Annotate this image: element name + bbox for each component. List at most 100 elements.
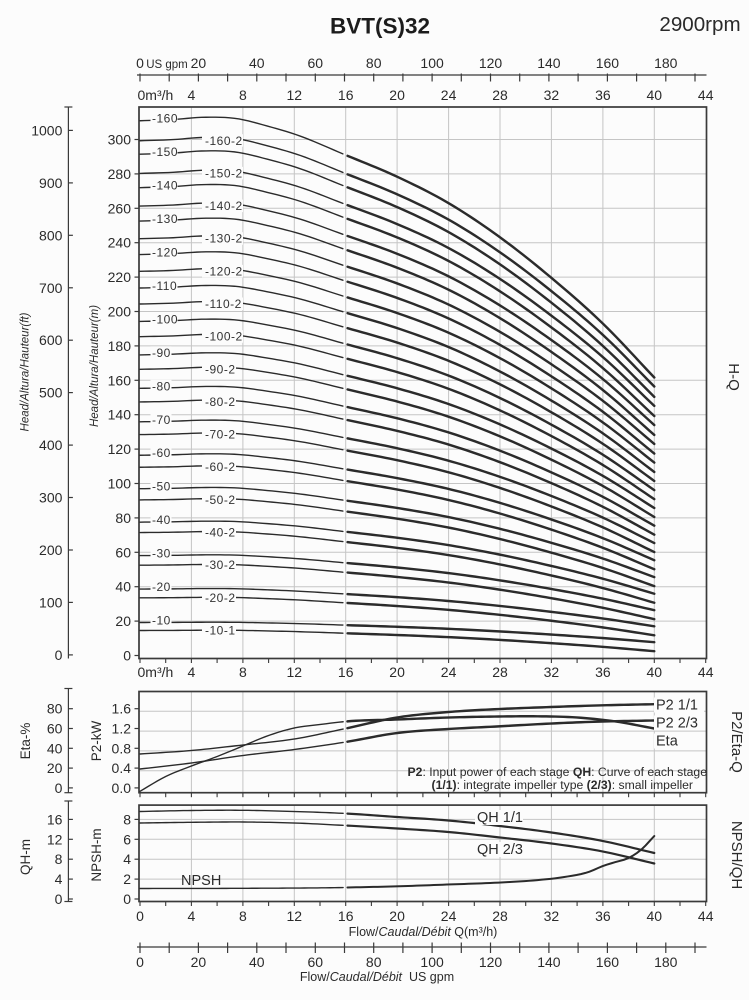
- svg-text:0: 0: [55, 647, 63, 663]
- svg-text:BVT(S)32: BVT(S)32: [330, 14, 430, 39]
- svg-text:0: 0: [123, 648, 131, 664]
- svg-text:1.6: 1.6: [112, 701, 132, 717]
- svg-text:60: 60: [308, 55, 324, 71]
- svg-text:44: 44: [698, 664, 714, 680]
- svg-text:100: 100: [39, 594, 63, 610]
- svg-text:140: 140: [537, 55, 561, 71]
- svg-text:32: 32: [544, 87, 560, 103]
- svg-text:28: 28: [492, 908, 508, 924]
- svg-text:160: 160: [596, 55, 620, 71]
- svg-text:40: 40: [47, 740, 63, 756]
- svg-text:20: 20: [191, 55, 207, 71]
- svg-text:-20: -20: [152, 580, 171, 594]
- svg-text:QH 1/1: QH 1/1: [477, 810, 523, 826]
- svg-text:20: 20: [389, 87, 405, 103]
- svg-text:280: 280: [108, 166, 132, 182]
- svg-text:-30: -30: [152, 547, 171, 561]
- svg-text:28: 28: [492, 87, 508, 103]
- svg-text:2900rpm: 2900rpm: [659, 13, 740, 36]
- svg-text:0: 0: [136, 954, 144, 970]
- svg-text:NPSH-m: NPSH-m: [89, 828, 104, 881]
- svg-text:100: 100: [108, 476, 132, 492]
- svg-text:36: 36: [595, 908, 611, 924]
- svg-text:P2 2/3: P2 2/3: [656, 716, 698, 732]
- svg-text:0: 0: [55, 780, 63, 796]
- svg-text:-120: -120: [152, 246, 178, 260]
- svg-text:H-Q: H-Q: [725, 363, 742, 391]
- svg-text:6: 6: [123, 831, 131, 847]
- svg-text:-80: -80: [152, 379, 171, 393]
- svg-text:-40-2: -40-2: [205, 526, 236, 540]
- svg-text:P2: Input power of each stage: P2: Input power of each stage QH: Curve …: [408, 765, 708, 779]
- svg-text:60: 60: [308, 954, 324, 970]
- svg-text:Head/Altura/Hauteur(m): Head/Altura/Hauteur(m): [89, 305, 101, 427]
- svg-text:-150: -150: [152, 145, 178, 159]
- svg-text:40: 40: [647, 908, 663, 924]
- svg-text:8: 8: [239, 664, 247, 680]
- svg-text:16: 16: [338, 87, 354, 103]
- svg-text:20: 20: [47, 760, 63, 776]
- svg-text:600: 600: [39, 332, 63, 348]
- svg-text:140: 140: [108, 407, 132, 423]
- svg-text:-100-2: -100-2: [205, 330, 243, 344]
- svg-text:4: 4: [188, 87, 196, 103]
- svg-text:300: 300: [108, 132, 132, 148]
- svg-text:40: 40: [115, 579, 131, 595]
- svg-text:0.4: 0.4: [112, 760, 132, 776]
- svg-text:180: 180: [108, 338, 132, 354]
- svg-text:36: 36: [595, 87, 611, 103]
- svg-text:8: 8: [239, 87, 247, 103]
- svg-text:4: 4: [188, 908, 196, 924]
- svg-text:-20-2: -20-2: [205, 591, 236, 605]
- svg-text:20: 20: [191, 954, 207, 970]
- svg-text:NPSH: NPSH: [181, 873, 221, 889]
- svg-text:-40: -40: [152, 513, 171, 527]
- svg-text:0.0: 0.0: [112, 780, 132, 796]
- svg-text:40: 40: [249, 55, 265, 71]
- svg-text:P2/Eta-Q: P2/Eta-Q: [728, 711, 745, 773]
- svg-text:-150-2: -150-2: [205, 166, 243, 180]
- svg-text:60: 60: [47, 721, 63, 737]
- svg-text:-110: -110: [152, 279, 177, 293]
- svg-text:80: 80: [366, 55, 382, 71]
- svg-text:32: 32: [544, 908, 560, 924]
- svg-text:28: 28: [492, 664, 508, 680]
- svg-text:200: 200: [108, 304, 132, 320]
- svg-text:8: 8: [123, 811, 131, 827]
- svg-text:80: 80: [366, 954, 382, 970]
- svg-text:80: 80: [115, 510, 131, 526]
- svg-text:Flow/Caudal/Débit Q(m³/h): Flow/Caudal/Débit Q(m³/h): [349, 925, 498, 939]
- svg-text:40: 40: [249, 954, 265, 970]
- svg-text:180: 180: [654, 55, 678, 71]
- svg-text:32: 32: [544, 664, 560, 680]
- svg-text:36: 36: [595, 664, 611, 680]
- svg-text:200: 200: [39, 542, 63, 558]
- svg-text:-90-2: -90-2: [205, 362, 236, 376]
- svg-text:NPSH/QH: NPSH/QH: [728, 821, 745, 889]
- svg-text:-130: -130: [152, 212, 178, 226]
- svg-text:-30-2: -30-2: [205, 558, 236, 572]
- svg-text:QH-m: QH-m: [18, 839, 33, 875]
- svg-text:16: 16: [338, 908, 354, 924]
- svg-text:0m³/h: 0m³/h: [138, 664, 174, 680]
- svg-text:-160: -160: [152, 112, 178, 126]
- svg-text:24: 24: [441, 908, 457, 924]
- svg-text:-90: -90: [152, 346, 171, 360]
- svg-text:8: 8: [239, 908, 247, 924]
- svg-text:120: 120: [108, 441, 132, 457]
- svg-text:4: 4: [55, 871, 63, 887]
- svg-text:44: 44: [698, 87, 714, 103]
- svg-text:-100: -100: [152, 312, 178, 326]
- svg-text:2: 2: [123, 871, 131, 887]
- svg-text:Eta: Eta: [656, 734, 679, 750]
- svg-text:P2 1/1: P2 1/1: [656, 698, 698, 714]
- svg-text:QH 2/3: QH 2/3: [477, 842, 523, 858]
- svg-text:Flow/Caudal/Débit US gpm: Flow/Caudal/Débit US gpm: [300, 970, 454, 984]
- svg-text:US gpm: US gpm: [146, 59, 188, 71]
- svg-text:160: 160: [108, 372, 132, 388]
- svg-text:0: 0: [123, 891, 131, 907]
- svg-text:100: 100: [420, 55, 444, 71]
- svg-text:20: 20: [389, 664, 405, 680]
- svg-text:240: 240: [108, 235, 132, 251]
- svg-text:-120-2: -120-2: [205, 264, 243, 278]
